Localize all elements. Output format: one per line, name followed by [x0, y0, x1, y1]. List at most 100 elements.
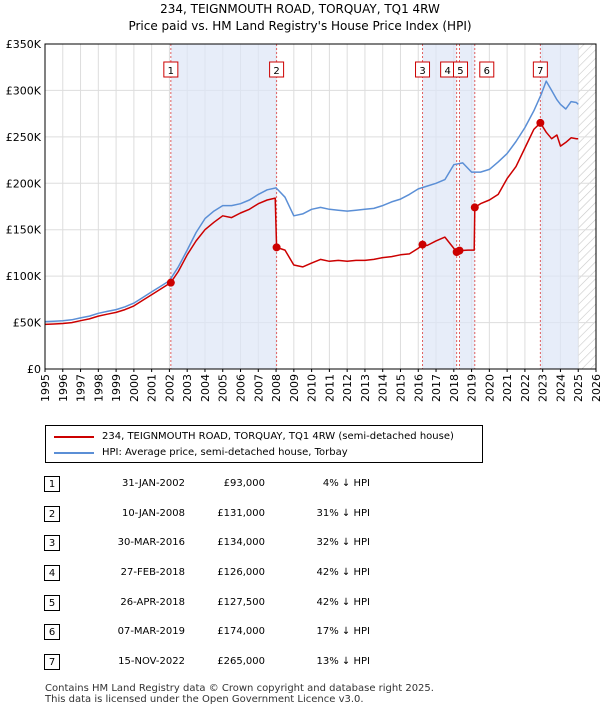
x-tick-label: 2007	[252, 374, 265, 402]
x-tick-label: 2024	[554, 374, 567, 402]
row-date: 15-NOV-2022	[118, 656, 185, 667]
row-number-badge: 4	[44, 565, 60, 581]
row-date: 31-JAN-2002	[121, 478, 185, 489]
x-tick-label: 2018	[448, 374, 461, 402]
row-hpi-diff: 31% ↓ HPI	[316, 508, 370, 519]
transaction-point	[272, 243, 281, 252]
y-tick-label: £0	[27, 363, 41, 376]
marker-box	[532, 61, 548, 78]
legend-item-hpi: HPI: Average price, semi-detached house,…	[54, 447, 348, 461]
transaction-point	[470, 203, 479, 212]
footer: Contains HM Land Registry data © Crown c…	[45, 683, 434, 705]
chart-title: 234, TEIGNMOUTH ROAD, TORQUAY, TQ1 4RW	[160, 2, 440, 16]
x-tick-label: 2013	[359, 374, 372, 402]
row-hpi-diff: 42% ↓ HPI	[316, 567, 370, 578]
table-row: 7 15-NOV-2022 £265,000 13% ↓ HPI	[40, 653, 560, 673]
transaction-point	[455, 246, 464, 255]
x-tick-label: 2006	[235, 374, 248, 402]
x-tick-label: 2004	[199, 374, 212, 402]
x-tick-label: 1995	[39, 374, 52, 402]
x-tick-label: 2011	[323, 374, 336, 402]
marker-label: 4	[444, 66, 450, 77]
marker-label: 1	[168, 66, 174, 77]
row-date: 07-MAR-2019	[117, 626, 185, 637]
legend-swatch-hpi	[54, 451, 94, 454]
legend-label-hpi: HPI: Average price, semi-detached house,…	[102, 447, 348, 458]
y-tick-label: £200K	[6, 177, 42, 190]
ownership-period-shade	[540, 44, 579, 369]
y-tick-label: £300K	[6, 84, 42, 97]
x-tick-label: 2023	[537, 374, 550, 402]
x-tick-label: 1999	[110, 374, 123, 402]
y-tick-label: £250K	[6, 131, 42, 144]
marker-label: 3	[419, 66, 425, 77]
table-row: 5 26-APR-2018 £127,500 42% ↓ HPI	[40, 594, 560, 614]
marker-box	[415, 61, 431, 78]
transaction-marker: 2	[269, 61, 285, 78]
row-hpi-diff: 32% ↓ HPI	[316, 537, 370, 548]
transaction-marker: 7	[532, 61, 548, 78]
row-hpi-diff: 4% ↓ HPI	[322, 478, 370, 489]
x-tick-label: 2005	[217, 374, 230, 402]
plot-frame	[44, 43, 597, 370]
row-price: £126,000	[217, 567, 265, 578]
table-row: 3 30-MAR-2016 £134,000 32% ↓ HPI	[40, 534, 560, 554]
x-tick-label: 2014	[377, 374, 390, 402]
plot-background	[45, 44, 596, 369]
chart-subtitle: Price paid vs. HM Land Registry's House …	[128, 19, 471, 33]
table-row: 1 31-JAN-2002 £93,000 4% ↓ HPI	[40, 475, 560, 495]
x-tick-label: 2025	[572, 374, 585, 402]
legend-item-property: 234, TEIGNMOUTH ROAD, TORQUAY, TQ1 4RW (…	[54, 431, 454, 445]
x-tick-label: 1997	[75, 374, 88, 402]
table-row: 6 07-MAR-2019 £174,000 17% ↓ HPI	[40, 623, 560, 643]
transaction-marker: 1	[163, 61, 179, 78]
transaction-point	[418, 240, 427, 249]
row-price: £93,000	[223, 478, 265, 489]
row-number-badge: 2	[44, 506, 60, 522]
transaction-marker: 4	[440, 61, 456, 78]
marker-label: 6	[484, 66, 490, 77]
row-number-badge: 3	[44, 535, 60, 551]
row-hpi-diff: 42% ↓ HPI	[316, 597, 370, 608]
x-tick-label: 2021	[501, 374, 514, 402]
row-number-badge: 5	[44, 595, 60, 611]
table-row: 2 10-JAN-2008 £131,000 31% ↓ HPI	[40, 505, 560, 525]
x-tick-label: 2001	[146, 374, 159, 402]
x-tick-label: 2020	[483, 374, 496, 402]
hpi-line	[44, 80, 579, 323]
x-tick-label: 2022	[519, 374, 532, 402]
row-price: £127,500	[217, 597, 265, 608]
y-tick-label: £150K	[6, 224, 42, 237]
marker-box	[163, 61, 179, 78]
ownership-period-shade	[170, 44, 277, 369]
marker-box	[479, 61, 495, 78]
x-tick-label: 2017	[430, 374, 443, 402]
row-price: £134,000	[217, 537, 265, 548]
price-chart: 234, TEIGNMOUTH ROAD, TORQUAY, TQ1 4RW P…	[6, 2, 600, 402]
x-tick-label: 2008	[270, 374, 283, 402]
legend: 234, TEIGNMOUTH ROAD, TORQUAY, TQ1 4RW (…	[45, 425, 483, 463]
x-tick-label: 2016	[412, 374, 425, 402]
x-tick-label: 2015	[394, 374, 407, 402]
x-tick-label: 2010	[306, 374, 319, 402]
x-tick-label: 2009	[288, 374, 301, 402]
legend-label-property: 234, TEIGNMOUTH ROAD, TORQUAY, TQ1 4RW (…	[102, 431, 454, 442]
x-tick-label: 2012	[341, 374, 354, 402]
row-hpi-diff: 13% ↓ HPI	[316, 656, 370, 667]
transaction-marker: 3	[415, 61, 431, 78]
legend-swatch-property	[54, 435, 94, 438]
row-number-badge: 1	[44, 476, 60, 492]
row-price: £174,000	[217, 626, 265, 637]
ownership-period-shade	[459, 44, 475, 369]
table-row: 4 27-FEB-2018 £126,000 42% ↓ HPI	[40, 564, 560, 584]
marker-label: 5	[457, 66, 463, 77]
marker-box	[269, 61, 285, 78]
x-tick-label: 2026	[590, 374, 600, 402]
marker-box	[452, 61, 468, 78]
x-tick-label: 2000	[128, 374, 141, 402]
x-tick-label: 2003	[181, 374, 194, 402]
row-hpi-diff: 17% ↓ HPI	[316, 626, 370, 637]
transaction-marker: 6	[479, 61, 495, 78]
row-price: £131,000	[217, 508, 265, 519]
ownership-period-shade	[422, 44, 457, 369]
